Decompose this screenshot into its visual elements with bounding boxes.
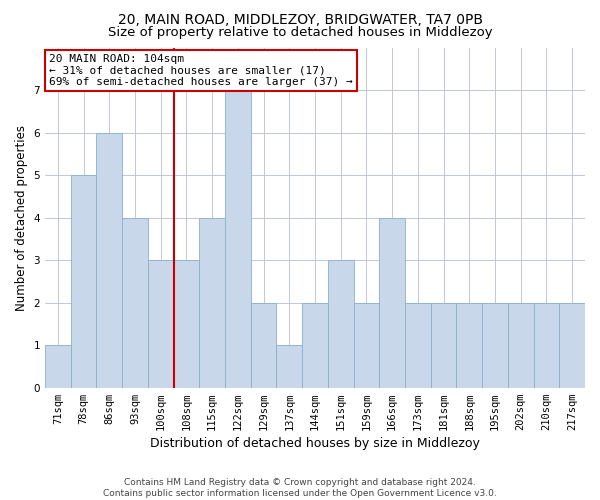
Bar — [173, 260, 199, 388]
Bar — [353, 302, 379, 388]
Bar — [277, 345, 302, 388]
Bar — [405, 302, 431, 388]
Bar — [148, 260, 173, 388]
Bar — [508, 302, 533, 388]
Bar — [225, 90, 251, 388]
Bar — [251, 302, 277, 388]
Bar — [559, 302, 585, 388]
Bar — [328, 260, 353, 388]
Bar — [122, 218, 148, 388]
Bar — [379, 218, 405, 388]
Bar — [533, 302, 559, 388]
Bar — [302, 302, 328, 388]
Bar — [199, 218, 225, 388]
Bar — [482, 302, 508, 388]
Bar — [45, 345, 71, 388]
Bar — [457, 302, 482, 388]
Text: Size of property relative to detached houses in Middlezoy: Size of property relative to detached ho… — [107, 26, 493, 39]
Text: 20 MAIN ROAD: 104sqm
← 31% of detached houses are smaller (17)
69% of semi-detac: 20 MAIN ROAD: 104sqm ← 31% of detached h… — [49, 54, 353, 87]
Bar — [431, 302, 457, 388]
Text: Contains HM Land Registry data © Crown copyright and database right 2024.
Contai: Contains HM Land Registry data © Crown c… — [103, 478, 497, 498]
X-axis label: Distribution of detached houses by size in Middlezoy: Distribution of detached houses by size … — [150, 437, 480, 450]
Text: 20, MAIN ROAD, MIDDLEZOY, BRIDGWATER, TA7 0PB: 20, MAIN ROAD, MIDDLEZOY, BRIDGWATER, TA… — [118, 12, 482, 26]
Bar — [97, 132, 122, 388]
Y-axis label: Number of detached properties: Number of detached properties — [15, 124, 28, 310]
Bar — [71, 175, 97, 388]
